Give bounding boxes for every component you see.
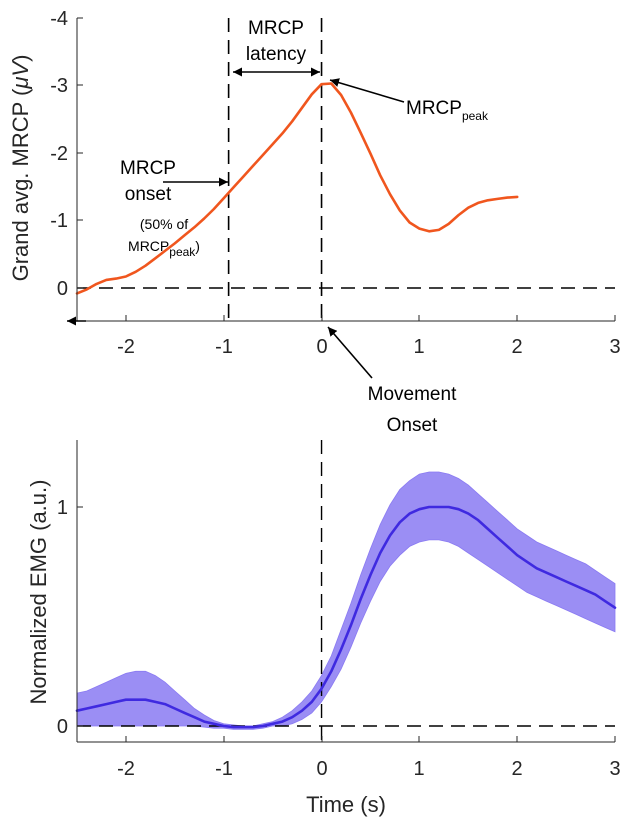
mrcp-x-ticks: -2 -1 0 1 2 3 <box>117 315 621 358</box>
mrcp-x-tick-label: -1 <box>215 336 233 358</box>
emg-y-tick-label: 0 <box>57 716 68 738</box>
emg-x-tick-label: -2 <box>117 758 135 780</box>
onset-label-line2: onset <box>125 184 172 205</box>
movement-onset-line1: Movement <box>368 384 457 405</box>
emg-x-axis-label: Time (s) <box>306 792 386 817</box>
mrcp-x-tick-label: -2 <box>117 336 135 358</box>
mrcp-x-tick-label: 3 <box>609 336 620 358</box>
mrcp-y-tick-label: -4 <box>50 8 68 30</box>
peak-label: MRCPpeak <box>406 98 489 123</box>
emg-x-tick-label: 3 <box>609 758 620 780</box>
emg-x-tick-label: 0 <box>316 758 327 780</box>
mrcp-x-tick-label: 1 <box>413 336 424 358</box>
movement-onset-line2: Onset <box>387 415 438 436</box>
mrcp-panel: -4 -3 -2 -1 0 -2 -1 0 1 2 3 Grand avg. M… <box>8 8 621 436</box>
mrcp-x-tick-label: 0 <box>316 336 327 358</box>
latency-label-line2: latency <box>246 44 307 65</box>
emg-mean-line <box>75 505 617 729</box>
emg-y-ticks: 0 1 <box>57 497 83 738</box>
latency-label-line1: MRCP <box>248 18 304 39</box>
mrcp-series-line <box>75 82 519 295</box>
emg-x-tick-label: 1 <box>413 758 424 780</box>
mrcp-y-tick-label: -2 <box>50 143 68 165</box>
mrcp-y-axis-label-unit: μV <box>8 60 33 90</box>
emg-y-axis-label: Normalized EMG (a.u.) <box>26 480 51 705</box>
mrcp-y-tick-label: -1 <box>50 210 68 232</box>
mrcp-y-tick-label: 0 <box>57 278 68 300</box>
mrcp-y-axis-label-close: ) <box>8 55 33 62</box>
peak-arrow <box>329 78 405 103</box>
emg-panel: 0 1 -2 -1 0 1 2 3 Normalized EMG (a.u.) … <box>26 440 621 817</box>
mrcp-y-axis-label-text: Grand avg. MRCP ( <box>8 88 33 281</box>
emg-plot-area <box>75 440 617 742</box>
onset-note-main: MRCP <box>128 238 169 254</box>
emg-y-tick-label: 1 <box>57 497 68 519</box>
mrcp-y-axis-label: Grand avg. MRCP (μV) <box>8 55 33 282</box>
peak-label-main: MRCP <box>406 98 462 119</box>
mrcp-y-ticks: -4 -3 -2 -1 0 <box>50 8 83 300</box>
onset-label-line1: MRCP <box>120 158 176 179</box>
movement-onset-arrow <box>327 326 373 379</box>
onset-note-sub: peak <box>169 245 196 259</box>
peak-label-sub: peak <box>462 109 489 123</box>
mrcp-plot-area <box>75 18 615 321</box>
onset-note-line1: (50% of <box>140 216 188 232</box>
mrcp-annotations: MRCP latency MRCPpeak MRCP onset (50% of… <box>67 18 489 436</box>
onset-note-line2: MRCPpeak) <box>128 238 200 259</box>
onset-note-close: ) <box>195 238 200 254</box>
mrcp-x-tick-label: 2 <box>511 336 522 358</box>
emg-x-tick-label: 2 <box>511 758 522 780</box>
emg-x-tick-label: -1 <box>215 758 233 780</box>
emg-x-ticks: -2 -1 0 1 2 3 <box>117 736 621 780</box>
mrcp-y-tick-label: -3 <box>50 75 68 97</box>
emg-confidence-band <box>76 471 616 730</box>
